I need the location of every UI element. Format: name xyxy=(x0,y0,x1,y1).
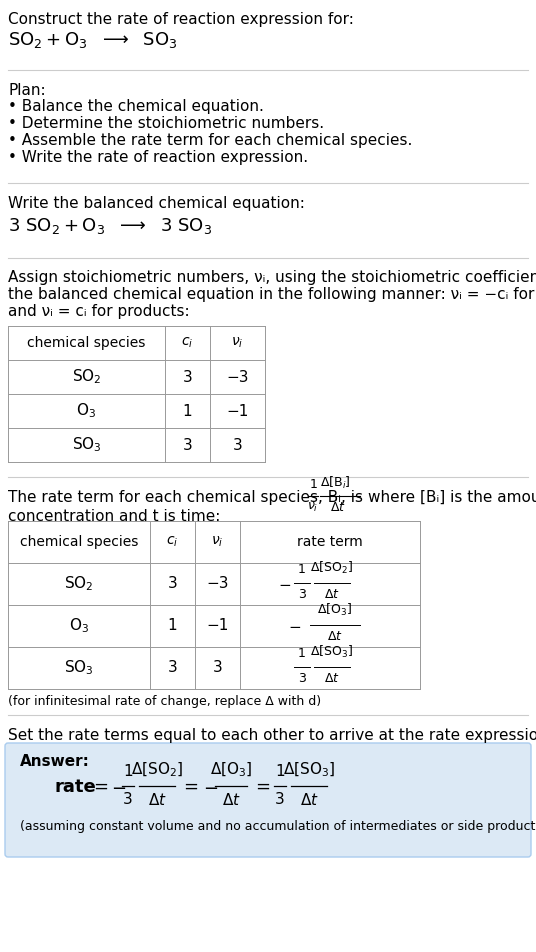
Text: $\Delta t$: $\Delta t$ xyxy=(330,501,346,514)
Text: $\Delta t$: $\Delta t$ xyxy=(324,672,340,685)
Text: Set the rate terms equal to each other to arrive at the rate expression:: Set the rate terms equal to each other t… xyxy=(8,728,536,743)
Text: −3: −3 xyxy=(226,369,249,385)
Text: $-$: $-$ xyxy=(278,577,292,591)
Text: =: = xyxy=(93,778,108,796)
Text: $-$: $-$ xyxy=(288,619,302,633)
Text: 3: 3 xyxy=(298,672,306,685)
Text: chemical species: chemical species xyxy=(20,535,138,549)
Text: 1: 1 xyxy=(183,404,192,419)
Text: 1: 1 xyxy=(168,619,177,633)
Text: (for infinitesimal rate of change, replace Δ with d): (for infinitesimal rate of change, repla… xyxy=(8,695,321,708)
Text: $\nu_i$: $\nu_i$ xyxy=(307,501,318,514)
Text: Answer:: Answer: xyxy=(20,754,90,769)
Text: $\Delta$[SO$_2$]: $\Delta$[SO$_2$] xyxy=(310,560,354,576)
Text: 3: 3 xyxy=(213,661,222,676)
Text: where [Bᵢ] is the amount: where [Bᵢ] is the amount xyxy=(368,490,536,505)
Text: 3: 3 xyxy=(233,438,242,452)
Text: Write the balanced chemical equation:: Write the balanced chemical equation: xyxy=(8,196,305,211)
Text: • Determine the stoichiometric numbers.: • Determine the stoichiometric numbers. xyxy=(8,116,324,131)
Text: Construct the rate of reaction expression for:: Construct the rate of reaction expressio… xyxy=(8,12,354,27)
Text: 1: 1 xyxy=(310,478,318,491)
Text: −3: −3 xyxy=(206,577,229,591)
Text: 3: 3 xyxy=(123,792,133,807)
Text: 1: 1 xyxy=(298,563,306,576)
Text: $\mathsf{SO_2}$: $\mathsf{SO_2}$ xyxy=(72,367,101,387)
Text: =: = xyxy=(255,778,270,796)
Text: $\Delta t$: $\Delta t$ xyxy=(300,792,318,808)
Text: $\Delta$[O$_3$]: $\Delta$[O$_3$] xyxy=(317,602,353,618)
Text: $\Delta$[B$_i$]: $\Delta$[B$_i$] xyxy=(320,475,351,491)
Text: $c_i$: $c_i$ xyxy=(181,336,193,350)
Text: concentration and t is time:: concentration and t is time: xyxy=(8,509,220,524)
Text: $\mathsf{SO_3}$: $\mathsf{SO_3}$ xyxy=(72,436,101,454)
Text: $\nu_i$: $\nu_i$ xyxy=(232,336,244,350)
Text: 3: 3 xyxy=(168,577,177,591)
Text: $\mathsf{SO_2 + O_3}$  $\longrightarrow$  $\mathsf{SO_3}$: $\mathsf{SO_2 + O_3}$ $\longrightarrow$ … xyxy=(8,30,177,50)
Text: $\mathsf{O_3}$: $\mathsf{O_3}$ xyxy=(77,402,96,421)
Text: $\Delta$[SO$_2$]: $\Delta$[SO$_2$] xyxy=(131,761,183,779)
Text: $\mathsf{SO_2}$: $\mathsf{SO_2}$ xyxy=(64,575,94,593)
Text: 3: 3 xyxy=(298,588,306,601)
Text: • Balance the chemical equation.: • Balance the chemical equation. xyxy=(8,99,264,114)
Text: and νᵢ = cᵢ for products:: and νᵢ = cᵢ for products: xyxy=(8,304,190,319)
Text: 3: 3 xyxy=(168,661,177,676)
Text: $\Delta t$: $\Delta t$ xyxy=(324,588,340,601)
Text: $-$: $-$ xyxy=(203,778,218,796)
Text: 1: 1 xyxy=(275,764,285,779)
Text: (assuming constant volume and no accumulation of intermediates or side products): (assuming constant volume and no accumul… xyxy=(20,820,536,833)
Text: chemical species: chemical species xyxy=(27,336,146,350)
Text: the balanced chemical equation in the following manner: νᵢ = −cᵢ for reactants: the balanced chemical equation in the fo… xyxy=(8,287,536,302)
Text: • Assemble the rate term for each chemical species.: • Assemble the rate term for each chemic… xyxy=(8,133,412,148)
Text: −1: −1 xyxy=(206,619,229,633)
Text: rate term: rate term xyxy=(297,535,363,549)
FancyBboxPatch shape xyxy=(5,743,531,857)
Text: 3: 3 xyxy=(183,369,192,385)
Text: The rate term for each chemical species, Bᵢ, is: The rate term for each chemical species,… xyxy=(8,490,363,505)
Text: 3: 3 xyxy=(183,438,192,452)
Text: $\Delta$[SO$_3$]: $\Delta$[SO$_3$] xyxy=(310,644,354,660)
Text: $\mathsf{3\ SO_2 + O_3}$  $\longrightarrow$  $\mathsf{3\ SO_3}$: $\mathsf{3\ SO_2 + O_3}$ $\longrightarro… xyxy=(8,216,212,236)
Text: rate: rate xyxy=(55,778,97,796)
Text: Assign stoichiometric numbers, νᵢ, using the stoichiometric coefficients, cᵢ, fr: Assign stoichiometric numbers, νᵢ, using… xyxy=(8,270,536,285)
Text: $\Delta t$: $\Delta t$ xyxy=(221,792,241,808)
Text: 1: 1 xyxy=(123,764,133,779)
Text: $\Delta t$: $\Delta t$ xyxy=(147,792,167,808)
Text: 1: 1 xyxy=(298,647,306,660)
Text: $\Delta t$: $\Delta t$ xyxy=(327,630,343,643)
Text: Plan:: Plan: xyxy=(8,83,46,98)
Text: =: = xyxy=(183,778,198,796)
Text: • Write the rate of reaction expression.: • Write the rate of reaction expression. xyxy=(8,150,308,165)
Text: $-$: $-$ xyxy=(111,778,126,796)
Text: −1: −1 xyxy=(226,404,249,419)
Text: $c_i$: $c_i$ xyxy=(166,535,178,549)
Text: 3: 3 xyxy=(275,792,285,807)
Text: $\Delta$[O$_3$]: $\Delta$[O$_3$] xyxy=(210,761,252,779)
Text: $\mathsf{SO_3}$: $\mathsf{SO_3}$ xyxy=(64,659,94,678)
Text: $\mathsf{O_3}$: $\mathsf{O_3}$ xyxy=(69,617,89,635)
Text: $\Delta$[SO$_3$]: $\Delta$[SO$_3$] xyxy=(283,761,335,779)
Text: $\nu_i$: $\nu_i$ xyxy=(211,535,224,549)
